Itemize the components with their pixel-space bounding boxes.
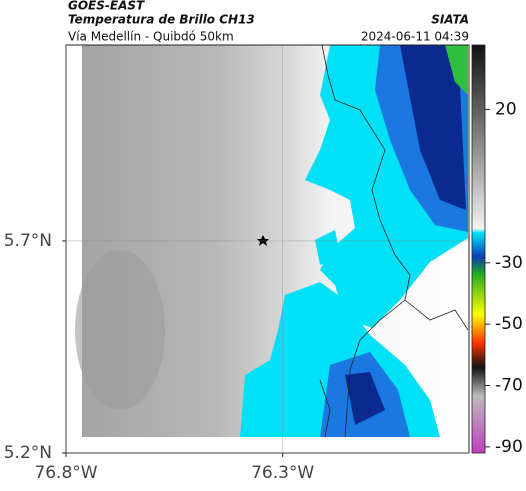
y-tick-label: 5.2°N (4, 443, 52, 463)
subtitle: Vía Medellín - Quibdó 50km (68, 30, 234, 44)
colorbar-tick-label: -70 (495, 376, 523, 396)
colorbar-tick-label: -30 (495, 253, 523, 273)
timestamp: 2024-06-11 04:39 (361, 30, 469, 44)
source: GOES-EAST (68, 0, 145, 13)
satellite-image (75, 44, 469, 438)
credit: SIATA (431, 13, 469, 27)
x-tick-label: 76.8°W (34, 463, 97, 483)
y-tick-label: 5.7°N (4, 231, 52, 251)
colorbar-tick-label: 20 (495, 99, 517, 119)
title: Temperatura de Brillo CH13 (68, 13, 255, 27)
colorbar (471, 44, 486, 454)
colorbar-tick-label: -90 (495, 437, 523, 457)
x-tick-label: 76.3°W (251, 463, 314, 483)
colorbar-tick-label: -50 (495, 314, 523, 334)
